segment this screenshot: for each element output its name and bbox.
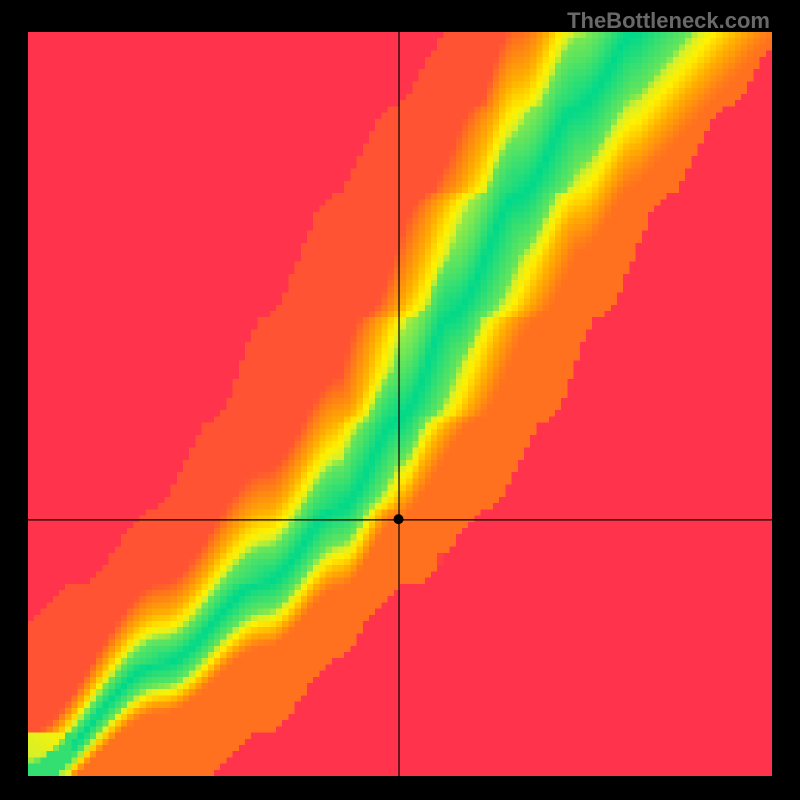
watermark-text: TheBottleneck.com <box>567 8 770 34</box>
chart-container: TheBottleneck.com <box>0 0 800 800</box>
crosshair-overlay <box>28 32 772 776</box>
